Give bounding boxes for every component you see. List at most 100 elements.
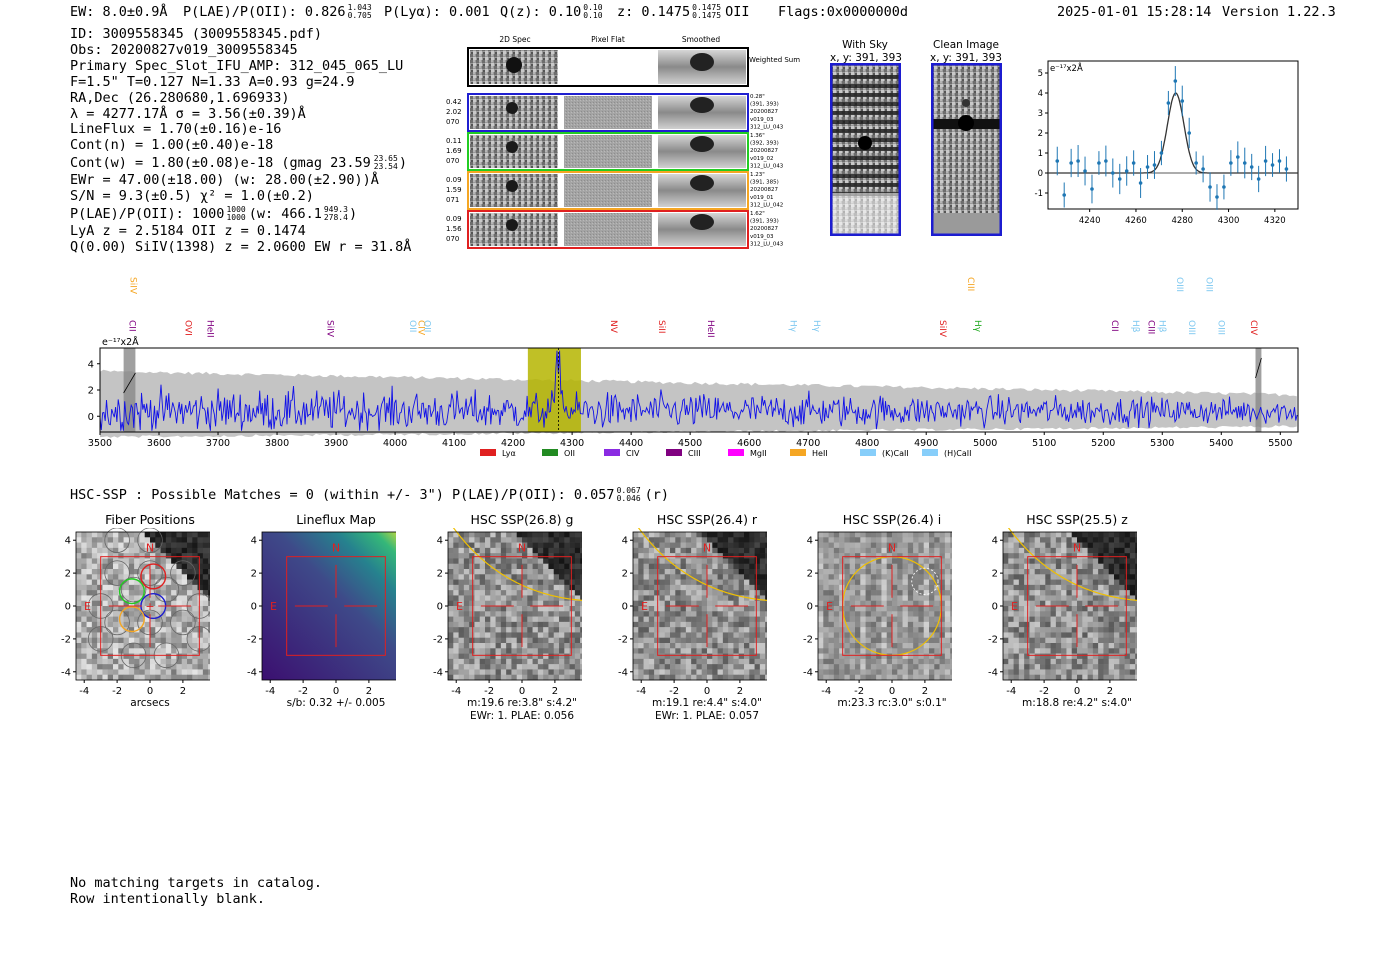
hsc-pixel xyxy=(102,658,109,665)
hsc-pixel xyxy=(839,611,845,617)
hsc-pixel xyxy=(913,537,919,543)
hsc-pixel xyxy=(76,532,82,538)
hsc-pixel xyxy=(638,664,644,670)
hsc-pixel xyxy=(490,579,496,586)
hsc-pixel xyxy=(208,658,210,665)
hsc-pixel xyxy=(118,606,124,612)
hsc-pixel xyxy=(537,621,544,628)
cutout-info: 312_LU_043 xyxy=(750,163,784,169)
hsc-pixel xyxy=(134,579,140,586)
hsc-pixel xyxy=(1071,542,1078,549)
hsc-pixel xyxy=(759,600,766,607)
hsc-pixel xyxy=(1050,579,1057,586)
hsc-pixel xyxy=(1108,600,1115,607)
hsc-pixel xyxy=(485,547,491,554)
hsc-pixel xyxy=(165,664,172,670)
hsc-pixel xyxy=(722,658,729,665)
hsc-pixel xyxy=(202,579,209,586)
hsc-pixel xyxy=(712,632,718,639)
hsc-pixel xyxy=(1114,627,1120,633)
hsc-pixel xyxy=(680,579,687,586)
hsc-pixel xyxy=(844,584,851,591)
hsc-pixel xyxy=(516,606,523,612)
hsc-pixel xyxy=(463,537,470,543)
hsc-pixel xyxy=(1029,537,1036,543)
hsc-pixel xyxy=(1119,579,1125,586)
hsc-pixel xyxy=(506,563,512,570)
hsc-pixel xyxy=(453,579,459,586)
hsc-pixel xyxy=(139,547,146,554)
hsc-pixel xyxy=(833,658,840,665)
hsc-pixel xyxy=(453,664,459,670)
hsc-pixel xyxy=(897,558,903,565)
zoom-ytick-label: 4 xyxy=(1038,89,1043,99)
hsc-pixel xyxy=(102,547,109,554)
hsc-pixel xyxy=(638,600,644,607)
hsc-pixel xyxy=(886,532,893,538)
hsc-pixel xyxy=(453,606,459,612)
hsc-pixel xyxy=(913,616,919,623)
hsc-pixel xyxy=(197,579,204,586)
hsc-pixel xyxy=(744,637,750,644)
hsc-pixel xyxy=(113,542,119,549)
hsc-pixel xyxy=(876,606,882,612)
hsc-pixel xyxy=(574,621,581,628)
hsc-pixel xyxy=(1098,553,1104,559)
hsc-pixel xyxy=(765,653,767,660)
hsc-pixel xyxy=(918,653,925,660)
hsc-pixel xyxy=(844,658,851,665)
hsc-pixel xyxy=(118,532,124,538)
hsc-pixel xyxy=(155,627,161,633)
hsc-pixel xyxy=(1003,542,1009,549)
hsc-pixel xyxy=(944,569,951,575)
hsc-pixel xyxy=(1045,569,1051,575)
hsc-pixel xyxy=(833,648,840,654)
hsc-pixel xyxy=(81,563,87,570)
hsc-pixel xyxy=(876,537,882,543)
hsc-pixel xyxy=(870,669,877,676)
hsc-pixel xyxy=(728,611,734,617)
hsc-pixel xyxy=(1055,590,1062,596)
hsc-pixel xyxy=(537,563,544,570)
hsc-pixel xyxy=(833,563,840,570)
hsc-pixel xyxy=(1077,537,1083,543)
hsc-pixel xyxy=(490,558,496,565)
hsc-pixel xyxy=(1066,658,1073,665)
hsc-pixel xyxy=(1135,658,1137,665)
zoom-data-point xyxy=(1055,159,1060,163)
hsc-pixel xyxy=(876,574,882,580)
hsc-pixel xyxy=(823,542,829,549)
hsc-pixel xyxy=(155,611,161,617)
hsc-pixel xyxy=(91,579,98,586)
hsc-pixel xyxy=(685,637,692,644)
hsc-pixel xyxy=(913,627,919,633)
masked-band-hatch xyxy=(123,372,136,394)
hsc-pixel xyxy=(1055,643,1062,649)
hsc-pixel xyxy=(638,627,644,633)
hsc-pixel xyxy=(1119,621,1125,628)
hsc-pixel xyxy=(1040,558,1046,565)
hsc-pixel xyxy=(107,669,114,676)
hsc-pixel xyxy=(1135,637,1137,644)
hsc-pixel xyxy=(892,653,898,660)
hsc-pixel xyxy=(1103,569,1110,575)
hsc-pixel xyxy=(1008,621,1014,628)
hsc-pixel xyxy=(1003,532,1009,538)
hsc-pixel xyxy=(532,542,539,549)
hsc-pixel xyxy=(950,547,952,554)
hsc-pixel xyxy=(717,669,724,676)
hsc-pixel xyxy=(950,584,952,591)
hsc-pixel xyxy=(171,658,177,665)
hsc-pixel xyxy=(144,606,151,612)
hsc-pixel xyxy=(208,553,210,559)
hsc-pixel xyxy=(569,553,576,559)
hsc-pixel xyxy=(150,664,156,670)
hsc-pixel xyxy=(1029,616,1036,623)
hsc-pixel xyxy=(463,606,470,612)
hsc-pixel xyxy=(86,584,93,591)
hsc-pixel xyxy=(139,553,146,559)
hsc-pixel xyxy=(929,616,935,623)
hsc-pixel xyxy=(1114,579,1120,586)
galaxy-ellipse-arc xyxy=(1007,528,1137,601)
hsc-pixel xyxy=(490,643,496,649)
